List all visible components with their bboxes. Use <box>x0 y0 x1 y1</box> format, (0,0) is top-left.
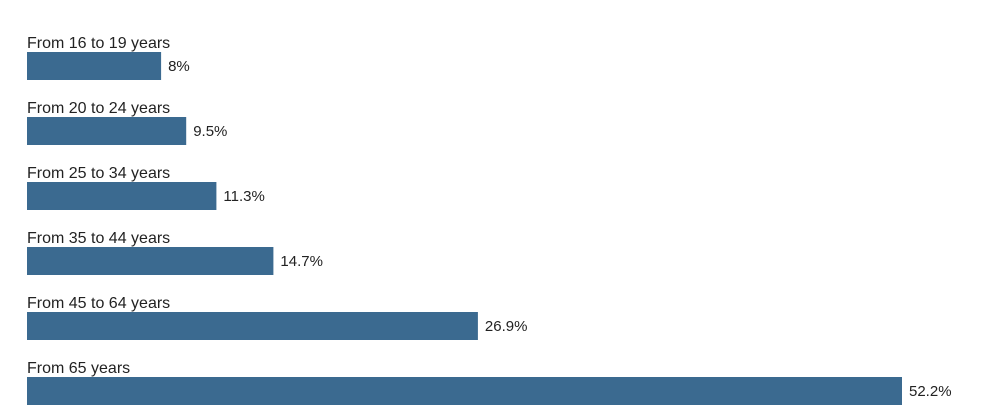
value-label: 52.2% <box>909 383 952 400</box>
bar <box>27 377 902 405</box>
category-label: From 16 to 19 years <box>27 35 170 52</box>
category-label: From 35 to 44 years <box>27 230 170 247</box>
bar <box>27 247 274 275</box>
bar <box>27 182 217 210</box>
value-label: 9.5% <box>193 123 227 140</box>
bars-group: From 16 to 19 years 8% From 20 to 24 years… <box>27 35 952 405</box>
bar <box>27 117 187 145</box>
value-label: 14.7% <box>280 253 323 270</box>
value-label: 26.9% <box>485 318 528 335</box>
category-label: From 20 to 24 years <box>27 100 170 117</box>
bar <box>27 312 478 340</box>
value-label: 11.3% <box>223 188 264 205</box>
category-label: From 65 years <box>27 360 130 377</box>
value-label: 8% <box>168 58 190 75</box>
category-label: From 25 to 34 years <box>27 165 170 182</box>
bar <box>27 52 162 80</box>
category-label: From 45 to 64 years <box>27 295 170 312</box>
